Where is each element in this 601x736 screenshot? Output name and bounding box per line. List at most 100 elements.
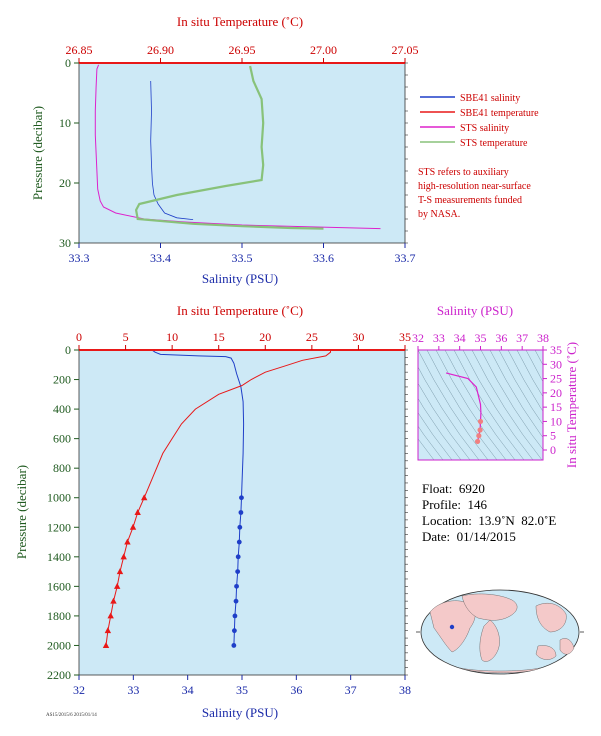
full-profile-series-salinity-point [239, 495, 244, 501]
full-profile-series-salinity-point [236, 539, 242, 545]
ts-series-point [477, 418, 484, 425]
ts-density-contour [516, 350, 543, 398]
near-surface-top-tick-label: 27.00 [310, 43, 337, 57]
ts-right-tick-label: 25 [550, 372, 562, 386]
full-profile-series-temperature-point [113, 582, 121, 589]
full-profile-bottom-tick-label: 33 [127, 683, 139, 697]
near-surface-series-sbe41-salinity-line [150, 80, 194, 220]
full-profile-series-temperature-point [141, 494, 148, 501]
ts-right-axis-label: In situ Temperature (˚C) [564, 342, 579, 468]
near-surface-bottom-tick-label: 33.3 [69, 251, 90, 265]
near-surface-y-tick-label: 30 [59, 236, 71, 250]
full-profile-series-salinity-point [231, 628, 237, 634]
near-surface-top-tick-label: 26.90 [147, 43, 174, 57]
ts-density-contour [435, 350, 507, 460]
near-surface-bottom-axis-label: Salinity (PSU) [202, 271, 278, 286]
ts-top-tick-label: 36 [495, 331, 507, 345]
full-profile-y-tick-label: 200 [53, 373, 71, 387]
svg-text:SBE41 salinity: SBE41 salinity [460, 93, 520, 104]
near-surface-top-axis-label: In situ Temperature (˚C) [177, 14, 303, 29]
ts-density-contour [498, 350, 543, 426]
full-profile-series-salinity-point [233, 598, 239, 604]
ts-right-tick-label: 10 [550, 414, 562, 428]
full-profile-series-temperature-point [129, 523, 137, 530]
full-profile-top-tick-label: 10 [166, 330, 178, 344]
full-profile-y-tick-label: 400 [53, 402, 71, 416]
full-profile-top-tick-label: 20 [259, 330, 271, 344]
legend-item-sbe41-temperature: SBE41 temperature [420, 108, 539, 119]
ts-density-contour [418, 412, 453, 460]
near-surface-top-tick-label: 26.85 [66, 43, 93, 57]
near-surface-y-tick-label: 10 [59, 116, 71, 130]
ts-density-contour [418, 438, 435, 460]
ts-right-tick-label: 20 [550, 386, 562, 400]
ts-density-contour [480, 350, 543, 451]
full-profile-y-axis-label: Pressure (decibar) [14, 465, 29, 559]
ts-density-contour [418, 425, 444, 460]
ts-series-point [474, 438, 481, 445]
near-surface-bottom-tick-label: 33.6 [313, 251, 334, 265]
ts-series-point [477, 427, 483, 433]
ts-density-contour [462, 350, 534, 460]
ts-right-tick-label: 15 [550, 400, 562, 414]
full-profile-series-temperature-point [110, 597, 117, 604]
near-surface-y-tick-label: 20 [59, 176, 71, 190]
legend-note: STS refers to auxiliary high-resolution … [418, 167, 531, 220]
profile-date: Date: 01/14/2015 [422, 529, 516, 544]
full-profile-bottom-tick-label: 35 [236, 683, 248, 697]
full-profile-y-tick-label: 2000 [47, 638, 71, 652]
ts-top-tick-label: 37 [516, 331, 528, 345]
ts-density-contour [426, 350, 498, 460]
full-profile-series-temperature-point [107, 612, 114, 619]
full-profile-chart: 0 5 10 15 20 25 30 35 32 33 34 35 36 37 38 0 200 400 600 80… [14, 303, 411, 720]
location-map [416, 589, 584, 675]
ts-right-tick-label: 35 [550, 343, 562, 357]
full-profile-y-tick-label: 2200 [47, 668, 71, 682]
ts-right-tick-label: 5 [550, 429, 556, 443]
full-profile-bottom-tick-label: 37 [345, 683, 357, 697]
full-profile-top-tick-label: 15 [213, 330, 225, 344]
near-surface-top-tick-label: 27.05 [392, 43, 419, 57]
float-number: Float: 6920 [422, 481, 485, 496]
full-profile-y-tick-label: 1000 [47, 491, 71, 505]
profile-number: Profile: 146 [422, 497, 487, 512]
full-profile-y-tick-label: 1400 [47, 550, 71, 564]
svg-text:SBE41 temperature: SBE41 temperature [460, 108, 539, 119]
ts-series-point [476, 433, 482, 439]
full-profile-y-tick-label: 600 [53, 432, 71, 446]
full-profile-top-tick-label: 30 [352, 330, 364, 344]
near-surface-bottom-tick-label: 33.5 [232, 251, 253, 265]
svg-text:T-S measurements funded: T-S measurements funded [418, 195, 522, 206]
full-profile-series-salinity-point [231, 643, 237, 648]
ts-density-contour [525, 350, 543, 383]
ts-density-contour [471, 350, 543, 460]
ts-right-tick-label: 0 [550, 443, 556, 457]
near-surface-bottom-tick-label: 33.7 [395, 251, 416, 265]
full-profile-y-tick-label: 1600 [47, 579, 71, 593]
near-surface-plot-area [79, 63, 405, 243]
full-profile-series-temperature-point [104, 627, 112, 634]
near-surface-y-axis-label: Pressure (decibar) [30, 106, 45, 200]
float-location: Location: 13.9˚N 82.0˚E [422, 513, 557, 528]
full-profile-series-salinity-point [238, 510, 244, 515]
full-profile-bottom-tick-label: 32 [73, 683, 85, 697]
near-surface-y-tick-label: 0 [65, 56, 71, 70]
svg-text:STS salinity: STS salinity [460, 123, 509, 134]
full-profile-series-temperature-point [124, 538, 131, 545]
full-profile-series-salinity-point [237, 524, 243, 530]
ts-top-axis-label: Salinity (PSU) [437, 303, 513, 318]
full-profile-series-salinity-point [235, 569, 241, 574]
svg-text:STS refers to auxiliary: STS refers to auxiliary [418, 167, 509, 178]
ts-top-tick-label: 35 [475, 331, 487, 345]
legend: SBE41 salinity SBE41 temperature STS sal… [418, 93, 539, 220]
full-profile-series-temperature-point [102, 641, 110, 648]
svg-text:by NASA.: by NASA. [418, 209, 460, 220]
legend-item-sbe41-salinity: SBE41 salinity [420, 93, 520, 104]
full-profile-bottom-tick-label: 36 [290, 683, 302, 697]
full-profile-series-temperature-point [134, 509, 141, 515]
near-surface-series-sts-salinity-line [94, 64, 381, 230]
full-profile-bottom-axis-label: Salinity (PSU) [202, 705, 278, 720]
full-profile-y-tick-label: 0 [65, 343, 71, 357]
full-profile-top-tick-label: 35 [399, 330, 411, 344]
full-profile-series-salinity-point [232, 613, 238, 619]
